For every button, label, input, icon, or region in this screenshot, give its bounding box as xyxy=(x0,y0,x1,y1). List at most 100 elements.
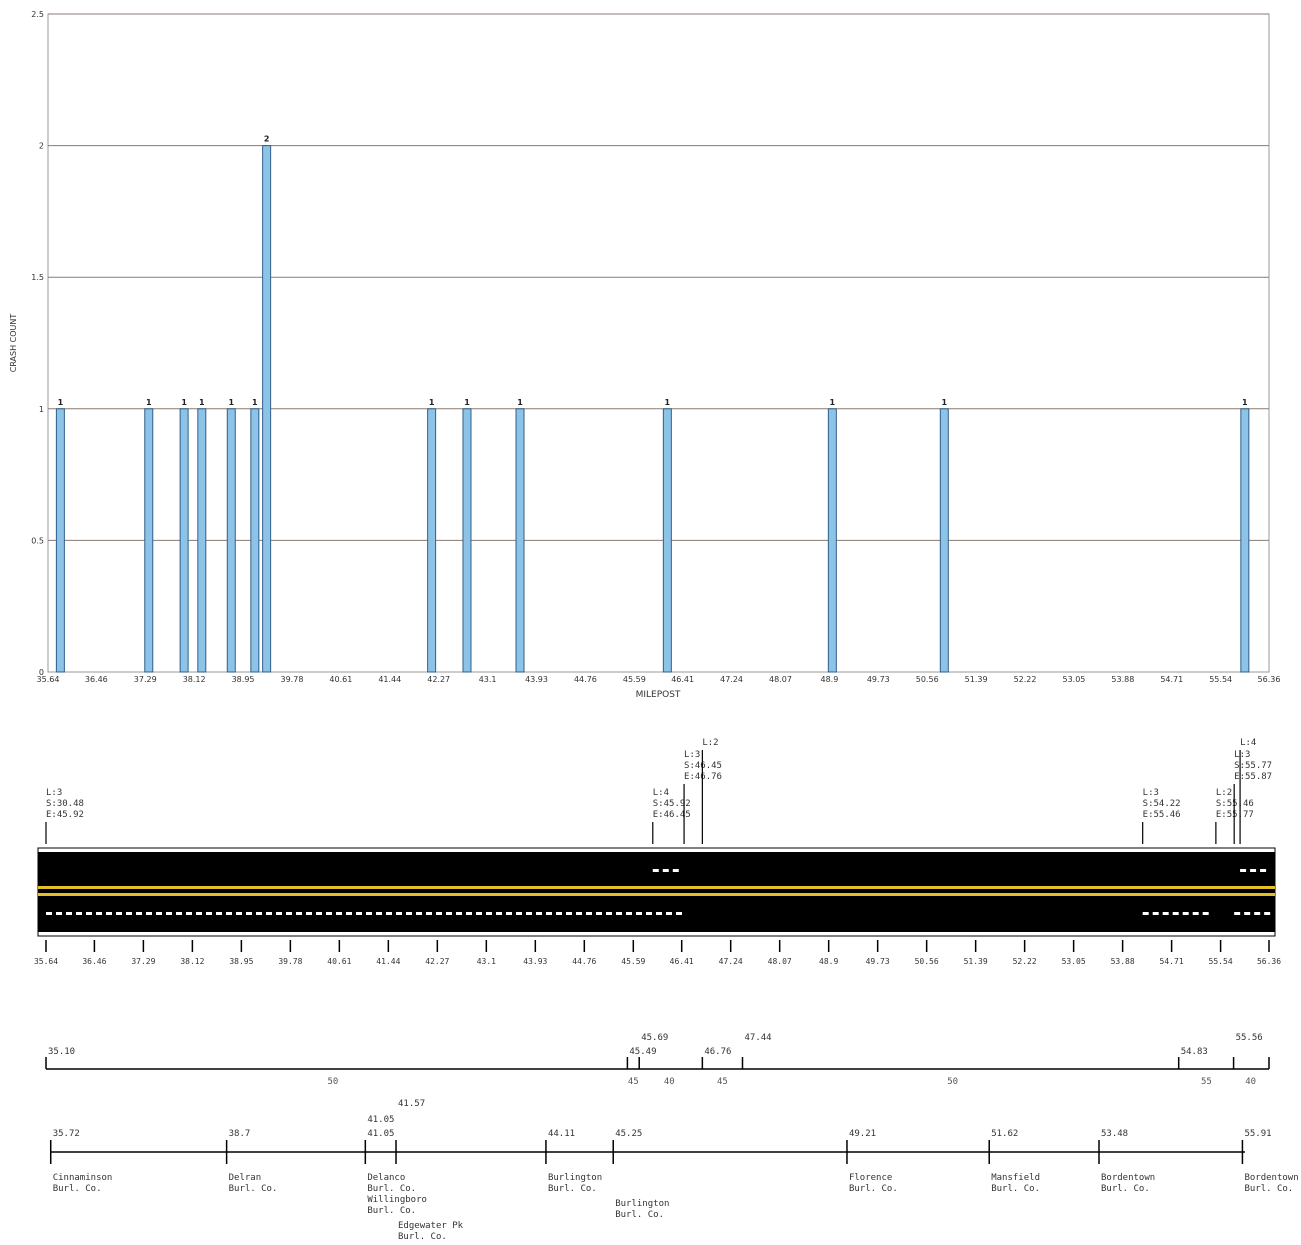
y-tick-label: 2.5 xyxy=(31,10,44,19)
bar-value-label: 1 xyxy=(146,398,152,407)
lane-callouts: L:3S:30.48E:45.92L:4S:45.92E:46.45L:3S:4… xyxy=(45,738,1272,844)
lane-axis-label: 51.39 xyxy=(964,957,988,966)
x-tick-label: 48.9 xyxy=(820,675,838,684)
lane-axis-label: 56.36 xyxy=(1257,957,1281,966)
lane-dash xyxy=(1202,912,1209,915)
lane-axis-label: 39.78 xyxy=(278,957,302,966)
x-tick-label: 50.56 xyxy=(916,675,939,684)
speed-limit-value: 45 xyxy=(628,1077,639,1087)
speed-point-label: 55.56 xyxy=(1236,1033,1263,1043)
bar-value-label: 1 xyxy=(830,398,836,407)
lane-callout: L:3S:30.48E:45.92 xyxy=(45,788,84,844)
lane-axis-label: 41.44 xyxy=(376,957,400,966)
y-tick-label: 1 xyxy=(39,405,44,414)
lanes-axis: 35.64 36.46 37.29 38.12 38.95 39.78 40.61 41.44… xyxy=(34,940,1281,966)
x-tick-label: 35.64 xyxy=(37,675,60,684)
municipality-mp-label: 41.05 xyxy=(367,1115,394,1125)
municipality-mp-label: 44.11 xyxy=(548,1129,575,1139)
lane-dash xyxy=(576,912,582,915)
lane-dash xyxy=(86,912,92,915)
x-tick-label: 40.61 xyxy=(329,675,352,684)
lane-dash xyxy=(436,912,442,915)
lane-dash xyxy=(506,912,512,915)
lane-callout-text: E:55.87 xyxy=(1234,772,1272,782)
lane-axis-label: 45.59 xyxy=(621,957,645,966)
lane-dash xyxy=(446,912,452,915)
bar-value-labels: 1 1 1 1 1 1 2 1 1 1 1 1 1 1 xyxy=(58,135,1248,407)
lane-dash xyxy=(176,912,182,915)
lane-dash xyxy=(656,912,662,915)
lane-callout-text: S:45.92 xyxy=(653,799,691,809)
lane-callout-text: S:55.77 xyxy=(1234,761,1272,771)
lane-dash xyxy=(466,912,472,915)
bar-value-label: 1 xyxy=(942,398,948,407)
lane-dash xyxy=(1192,912,1199,915)
y-axis-ticks: 0 0.5 1 1.5 2 2.5 xyxy=(31,10,44,677)
speed-limit-value: 50 xyxy=(947,1077,958,1087)
lane-dashes xyxy=(46,869,1271,915)
lane-dash xyxy=(1250,869,1257,872)
municipality-name: Mansfield xyxy=(991,1173,1040,1183)
lane-dash xyxy=(156,912,162,915)
lane-axis-label: 42.27 xyxy=(425,957,449,966)
lane-dash xyxy=(662,869,669,872)
lane-dash xyxy=(316,912,322,915)
speed-limit-diagram: 35.10 45.49 45.69 46.76 47.44 54.83 55.56 50 45 4… xyxy=(45,1033,1270,1087)
bar xyxy=(144,408,154,673)
lane-dash xyxy=(216,912,222,915)
x-tick-label: 39.78 xyxy=(281,675,304,684)
lane-callout-text: E:46.76 xyxy=(684,772,722,782)
x-tick-label: 36.46 xyxy=(85,675,108,684)
x-tick-label: 53.05 xyxy=(1062,675,1085,684)
lane-axis-label: 49.73 xyxy=(866,957,890,966)
lane-dash xyxy=(76,912,82,915)
bar-value-label: 1 xyxy=(228,398,234,407)
bar xyxy=(827,408,837,673)
lane-axis-label: 40.61 xyxy=(327,957,351,966)
road-surface xyxy=(38,852,1275,932)
lane-axis-label: 48.9 xyxy=(819,957,838,966)
lane-dash xyxy=(586,912,592,915)
lane-dash xyxy=(476,912,482,915)
lane-dash xyxy=(326,912,332,915)
lane-axis-label: 36.46 xyxy=(82,957,106,966)
x-tick-label: 48.07 xyxy=(769,675,792,684)
speed-limit-value: 40 xyxy=(664,1077,675,1087)
speed-limit-value: 50 xyxy=(327,1077,338,1087)
lane-callout: L:3S:55.77E:55.87 xyxy=(1233,750,1272,844)
lane-callout-text: L:3 xyxy=(1234,750,1250,760)
x-tick-label: 37.29 xyxy=(134,675,157,684)
lane-dash xyxy=(396,912,402,915)
x-tick-label: 55.54 xyxy=(1209,675,1232,684)
municipality-name: Burlington xyxy=(615,1199,669,1209)
municipality-mp-label: 45.25 xyxy=(615,1129,642,1139)
bar-value-label: 1 xyxy=(464,398,470,407)
bar xyxy=(662,408,672,673)
x-tick-label: 41.44 xyxy=(378,675,401,684)
y-axis-label: CRASH COUNT xyxy=(9,314,18,373)
x-tick-label: 38.95 xyxy=(232,675,255,684)
lane-callout: L:4 xyxy=(1239,738,1256,844)
lane-axis-label: 47.24 xyxy=(719,957,743,966)
lane-axis-label: 50.56 xyxy=(915,957,939,966)
x-tick-label: 44.76 xyxy=(574,675,597,684)
lane-dash xyxy=(406,912,412,915)
lane-callout-text: E:55.46 xyxy=(1143,810,1181,820)
x-tick-label: 56.36 xyxy=(1258,675,1281,684)
lane-dash xyxy=(426,912,432,915)
lane-axis-label: 44.76 xyxy=(572,957,596,966)
lane-dash xyxy=(376,912,382,915)
lane-callout-text: E:55.77 xyxy=(1216,810,1254,820)
municipality-mp-label: 55.91 xyxy=(1244,1129,1271,1139)
municipality-name: Burl. Co. xyxy=(991,1184,1040,1194)
lane-callout-text: L:3 xyxy=(684,750,700,760)
lane-dash xyxy=(496,912,502,915)
municipality-name: Burl. Co. xyxy=(367,1184,416,1194)
lane-dash xyxy=(246,912,252,915)
x-tick-label: 42.27 xyxy=(427,675,450,684)
speed-limit-value: 45 xyxy=(717,1077,728,1087)
x-axis-ticks: 35.64 36.46 37.29 38.12 38.95 39.78 40.61 41.44… xyxy=(37,675,1281,684)
lane-dash xyxy=(556,912,562,915)
bar xyxy=(427,408,437,673)
